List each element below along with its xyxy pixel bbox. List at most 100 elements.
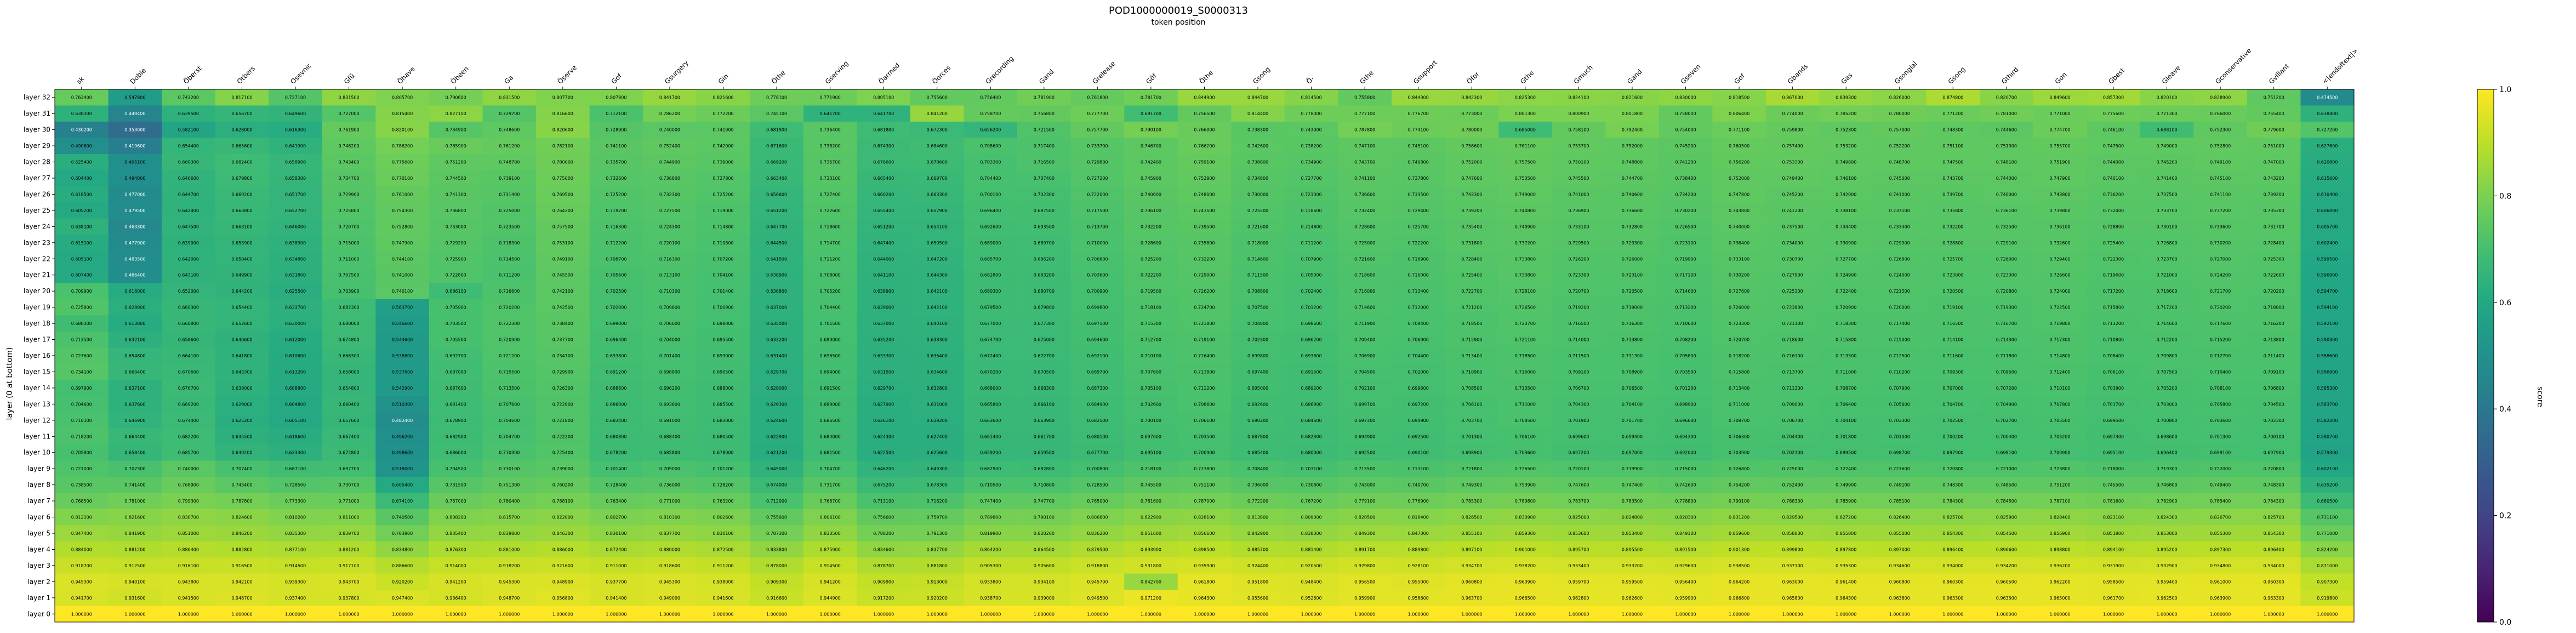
cell-value-label: 0.718200: [71, 434, 92, 439]
heatmap-cell: [482, 105, 537, 122]
cell-value-label: 0.867000: [1782, 95, 1803, 100]
heatmap-cell: [215, 235, 269, 251]
cell-value-label: 0.964200: [1729, 579, 1749, 584]
cell-value-label: 0.753100: [552, 241, 573, 246]
x-tick-label: Gas: [1839, 71, 1854, 85]
cell-value-label: 0.751900: [2049, 160, 2070, 165]
heatmap-cell: [750, 573, 804, 590]
cell-value-label: 0.702600: [1141, 402, 1161, 407]
heatmap-cell: [1765, 121, 1820, 138]
cell-value-label: 0.647400: [873, 241, 894, 246]
cell-value-label: 0.741400: [124, 483, 145, 488]
heatmap-cell: [1177, 202, 1232, 219]
cell-value-label: 0.733100: [820, 176, 841, 181]
heatmap-cell: [2087, 476, 2141, 493]
cell-value-label: 0.713800: [1194, 369, 1215, 374]
heatmap-cell: [215, 541, 269, 558]
heatmap-cell: [1605, 396, 1660, 413]
heatmap-cell: [1231, 541, 1285, 558]
cell-value-label: 0.710500: [980, 483, 1001, 488]
heatmap-cell: [910, 380, 964, 396]
heatmap-cell: [269, 138, 323, 155]
heatmap-cell: [2193, 218, 2248, 235]
heatmap-cell: [429, 153, 483, 170]
heatmap-cell: [108, 590, 162, 606]
cell-value-label: 0.741100: [1354, 176, 1375, 181]
heatmap-cell: [375, 412, 430, 429]
cell-value-label: 0.684600: [927, 144, 948, 149]
cell-value-label: 0.697200: [1568, 450, 1589, 455]
cell-value-label: 0.856900: [2049, 531, 2070, 536]
cell-value-label: 0.712400: [2049, 369, 2070, 374]
heatmap-cell: [2033, 557, 2087, 574]
heatmap-cell: [910, 412, 964, 429]
heatmap-cell: [1765, 460, 1820, 477]
cell-value-label: 0.735300: [2264, 208, 2284, 213]
cell-value-label: 0.698600: [1301, 321, 1322, 326]
heatmap-cell: [803, 235, 857, 251]
cell-value-label: 1.000000: [980, 612, 1001, 617]
cell-value-label: 0.622900: [766, 434, 787, 439]
cell-value-label: 0.731700: [820, 483, 841, 488]
heatmap-cell: [696, 396, 750, 413]
heatmap-cell: [375, 396, 430, 413]
cell-value-label: 0.744900: [659, 160, 680, 165]
x-tick-label: Gon: [2054, 71, 2068, 85]
heatmap-cell: [322, 412, 376, 429]
heatmap-cell: [162, 267, 215, 283]
heatmap-cell: [1819, 573, 1873, 590]
cell-value-label: 0.701300: [1461, 434, 1482, 439]
heatmap-cell: [910, 509, 964, 526]
cell-value-label: 0.744700: [1622, 176, 1643, 181]
cell-value-label: 0.716400: [1194, 353, 1215, 358]
heatmap-cell: [1177, 347, 1232, 364]
heatmap-cell: [215, 283, 269, 300]
cell-value-label: 0.728400: [606, 483, 626, 488]
heatmap-cell: [375, 493, 430, 510]
heatmap-cell: [803, 283, 857, 300]
heatmap-cell: [1498, 105, 1552, 122]
cell-value-label: 0.941600: [713, 596, 733, 601]
heatmap-cell: [2247, 218, 2301, 235]
cell-value-label: 0.745500: [1568, 176, 1589, 181]
cell-value-label: 0.734100: [71, 369, 92, 374]
heatmap-cell: [1070, 153, 1125, 170]
cell-value-label: 0.934000: [1942, 563, 1963, 568]
cell-value-label: 0.700100: [1141, 418, 1161, 423]
cell-value-label: 0.702700: [1996, 418, 2017, 423]
cell-value-label: 0.749100: [2210, 160, 2231, 165]
cell-value-label: 0.738400: [552, 321, 573, 326]
cell-value-label: 0.644000: [873, 256, 894, 261]
cell-value-label: 0.681900: [766, 128, 787, 133]
heatmap-cell: [1498, 235, 1552, 251]
cell-value-label: 0.651200: [873, 224, 894, 229]
cell-value-label: 0.715500: [1354, 466, 1375, 471]
cell-value-label: 0.730900: [1836, 241, 1856, 246]
heatmap-cell: [1017, 250, 1071, 267]
cell-value-label: 0.945300: [499, 579, 520, 584]
heatmap-cell: [536, 283, 590, 300]
heatmap-cell: [803, 606, 857, 623]
heatmap-cell: [1231, 493, 1285, 510]
y-tick-label: layer 15: [24, 368, 50, 375]
heatmap-cell: [2300, 299, 2355, 316]
heatmap-cell: [1659, 444, 1713, 461]
cell-value-label: 1.000000: [124, 612, 145, 617]
heatmap-cell: [1445, 460, 1499, 477]
cell-value-label: 0.518000: [392, 466, 413, 471]
heatmap-cell: [2140, 235, 2194, 251]
heatmap-cell: [2300, 331, 2355, 348]
cell-value-label: 0.747400: [1622, 483, 1643, 488]
heatmap-cell: [857, 218, 911, 235]
heatmap-cell: [750, 315, 804, 332]
heatmap-cell: [1605, 460, 1660, 477]
heatmap-cell: [643, 153, 697, 170]
cell-value-label: 0.764200: [552, 208, 573, 213]
heatmap-cell: [2193, 186, 2248, 203]
cell-value-label: 0.752300: [2210, 128, 2231, 133]
cell-value-label: 0.713500: [71, 338, 92, 343]
heatmap-cell: [1070, 412, 1125, 429]
heatmap-cell: [589, 460, 643, 477]
heatmap-cell: [750, 606, 804, 623]
heatmap-cell: [1231, 557, 1285, 574]
